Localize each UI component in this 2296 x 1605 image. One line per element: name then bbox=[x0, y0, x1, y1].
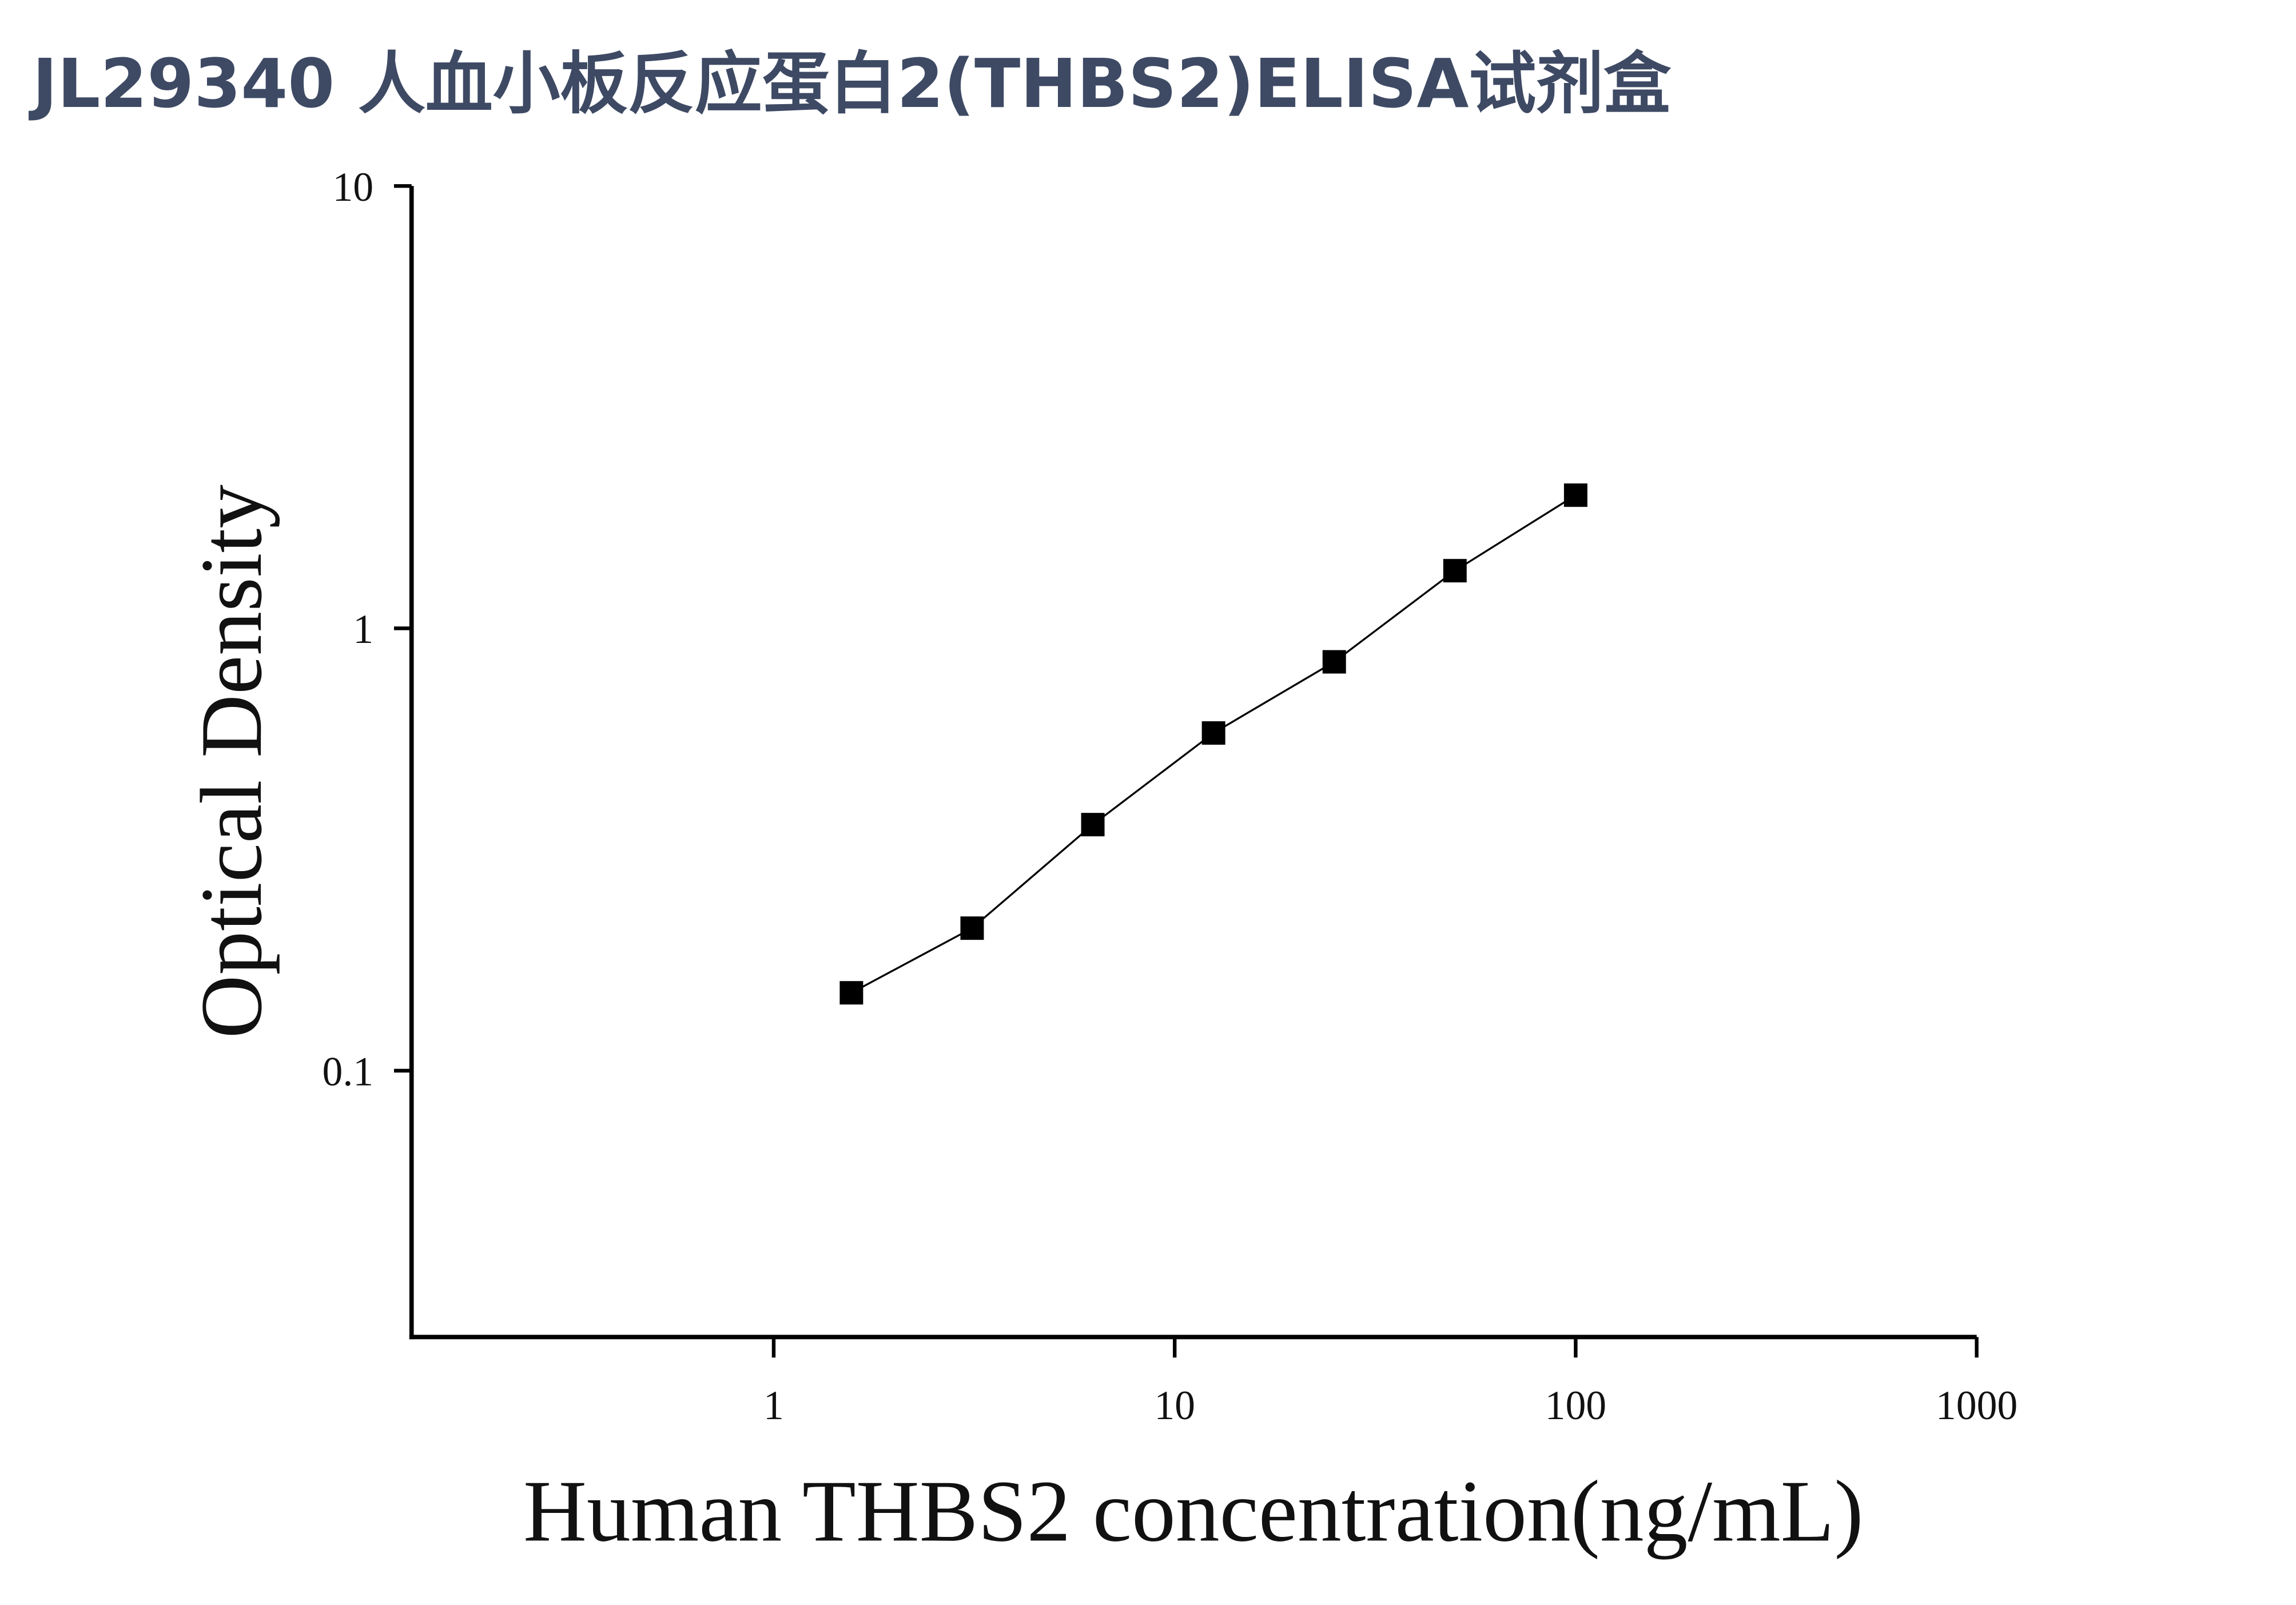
x-axis-label: Human THBS2 concentration(ng/mL) bbox=[523, 1463, 1864, 1560]
x-tick-label: 1000 bbox=[1936, 1382, 2018, 1428]
data-point bbox=[1081, 813, 1105, 837]
data-point bbox=[1563, 483, 1587, 507]
y-tick-label: 0.1 bbox=[323, 1048, 374, 1094]
data-point bbox=[1201, 721, 1225, 745]
data-point bbox=[1443, 559, 1467, 583]
x-tick-label: 1 bbox=[763, 1382, 784, 1428]
y-tick-label: 10 bbox=[332, 164, 373, 210]
y-tick-label: 1 bbox=[353, 606, 373, 652]
x-tick-label: 10 bbox=[1154, 1382, 1195, 1428]
data-point bbox=[839, 981, 864, 1005]
x-tick-label: 100 bbox=[1545, 1382, 1607, 1428]
y-axis-label: Optical Density bbox=[183, 484, 280, 1039]
data-point bbox=[1322, 650, 1346, 674]
chart-title: JL29340 人血小板反应蛋白2(THBS2)ELISA试剂盒 bbox=[29, 45, 1672, 123]
data-point bbox=[960, 916, 984, 940]
